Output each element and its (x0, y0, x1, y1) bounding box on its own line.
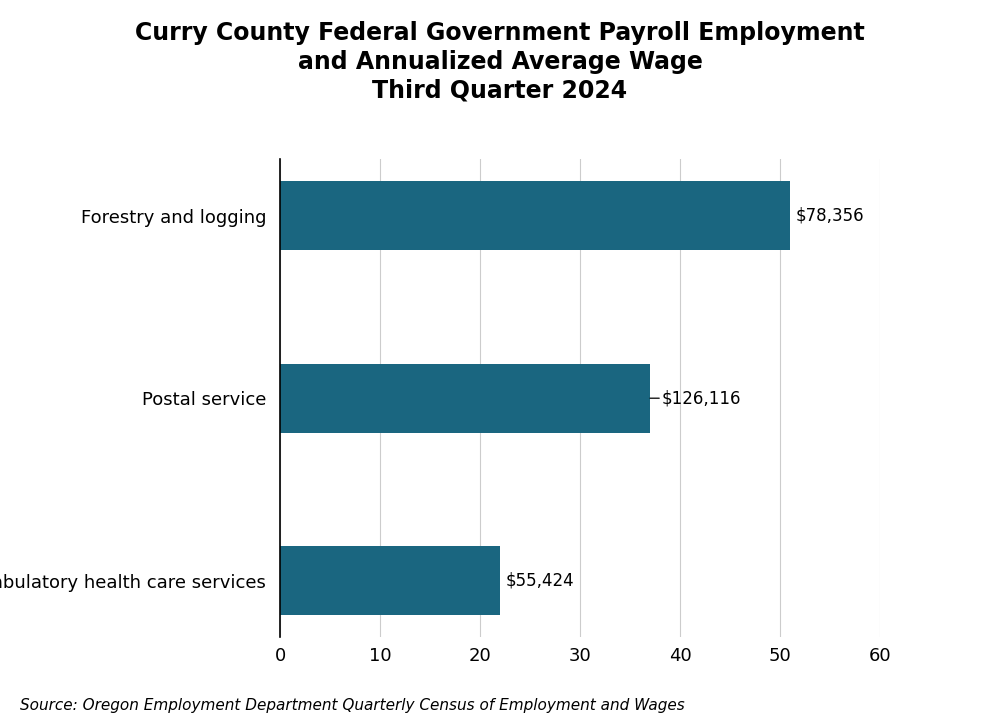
Text: Third Quarter 2024: Third Quarter 2024 (372, 78, 628, 103)
Text: $78,356: $78,356 (796, 206, 865, 224)
Bar (280, 181, 790, 251)
Text: and Annualized Average Wage: and Annualized Average Wage (298, 49, 702, 74)
Bar (280, 363, 650, 433)
Text: $55,424: $55,424 (506, 572, 575, 590)
Text: Curry County Federal Government Payroll Employment: Curry County Federal Government Payroll … (135, 20, 865, 45)
Bar (280, 546, 500, 615)
Text: $126,116: $126,116 (650, 390, 742, 407)
Text: Source: Oregon Employment Department Quarterly Census of Employment and Wages: Source: Oregon Employment Department Qua… (20, 698, 685, 713)
